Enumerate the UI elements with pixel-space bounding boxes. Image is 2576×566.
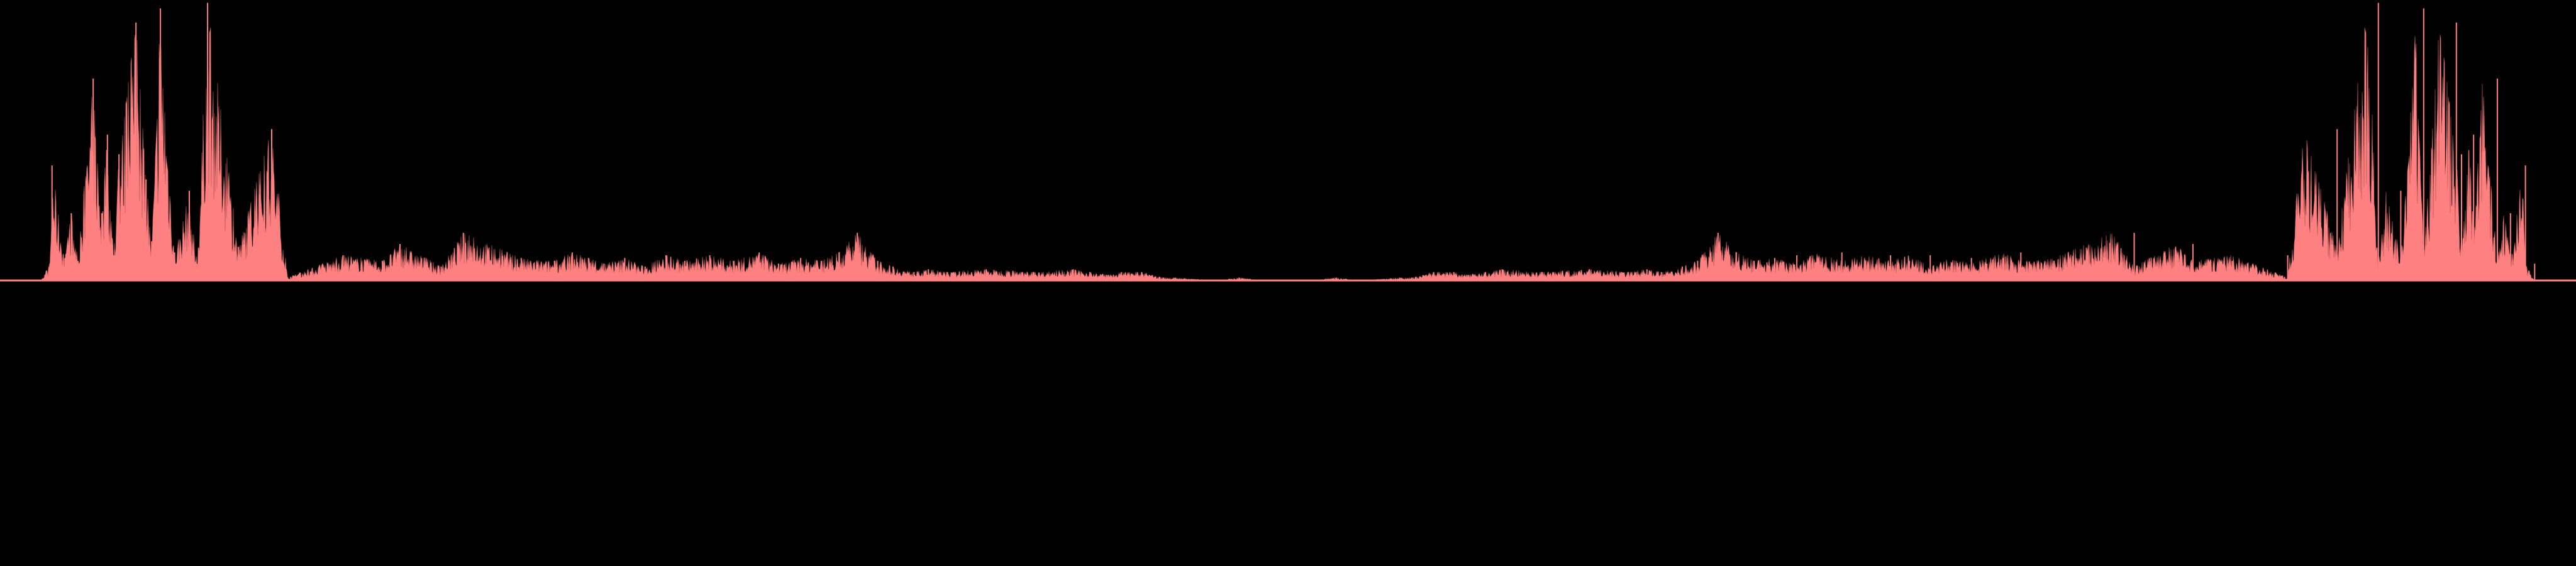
plot-area [0, 3, 2576, 282]
